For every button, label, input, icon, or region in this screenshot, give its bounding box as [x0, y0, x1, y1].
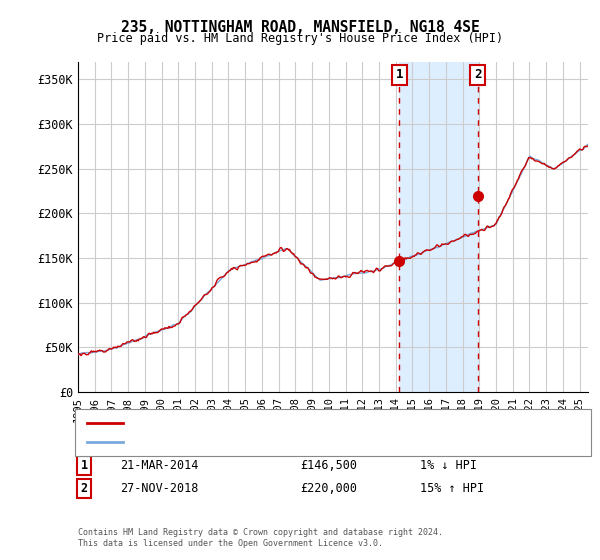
Text: 235, NOTTINGHAM ROAD, MANSFIELD, NG18 4SE (detached house): 235, NOTTINGHAM ROAD, MANSFIELD, NG18 4S… — [129, 418, 477, 428]
Text: HPI: Average price, detached house, Mansfield: HPI: Average price, detached house, Mans… — [129, 437, 399, 447]
Text: 21-MAR-2014: 21-MAR-2014 — [120, 459, 199, 473]
Text: 15% ↑ HPI: 15% ↑ HPI — [420, 482, 484, 495]
Text: 2: 2 — [474, 68, 482, 82]
Text: 2: 2 — [80, 482, 88, 495]
Text: 27-NOV-2018: 27-NOV-2018 — [120, 482, 199, 495]
Bar — [400, 62, 478, 392]
Text: 1: 1 — [80, 459, 88, 473]
Text: £146,500: £146,500 — [300, 459, 357, 473]
Text: 235, NOTTINGHAM ROAD, MANSFIELD, NG18 4SE: 235, NOTTINGHAM ROAD, MANSFIELD, NG18 4S… — [121, 20, 479, 35]
Text: 1: 1 — [395, 68, 403, 82]
Text: 1% ↓ HPI: 1% ↓ HPI — [420, 459, 477, 473]
Text: £220,000: £220,000 — [300, 482, 357, 495]
Text: Contains HM Land Registry data © Crown copyright and database right 2024.
This d: Contains HM Land Registry data © Crown c… — [78, 528, 443, 548]
Text: Price paid vs. HM Land Registry's House Price Index (HPI): Price paid vs. HM Land Registry's House … — [97, 32, 503, 45]
